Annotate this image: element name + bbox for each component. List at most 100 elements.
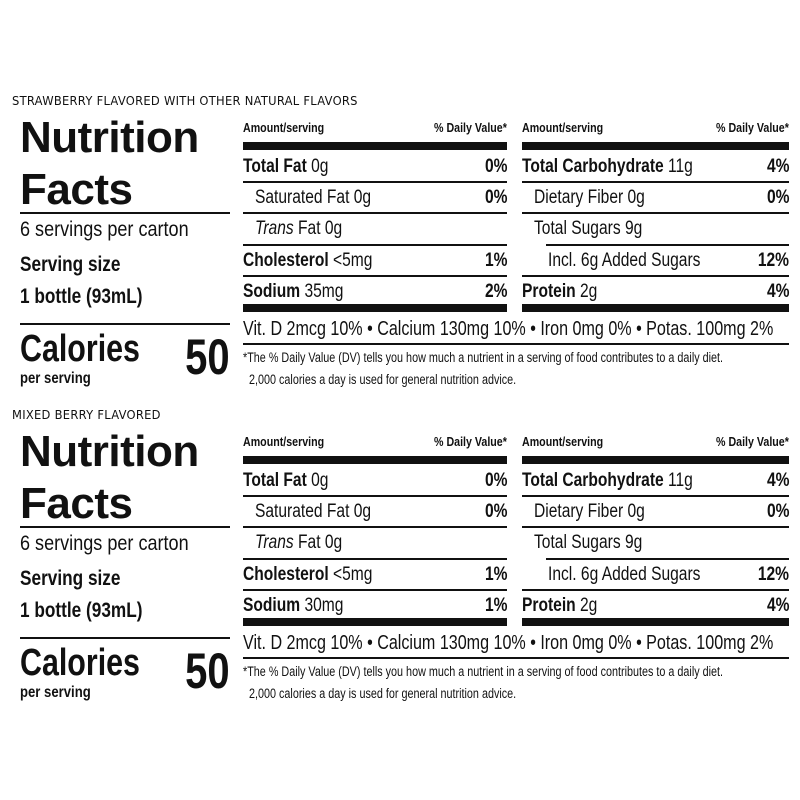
divider bbox=[243, 558, 507, 560]
divider bbox=[243, 526, 507, 528]
calories-sublabel: per serving bbox=[20, 370, 91, 387]
footnote-line1: *The % Daily Value (DV) tells you how mu… bbox=[243, 350, 724, 365]
amount-per-serving-header: Amount/serving bbox=[522, 120, 604, 135]
daily-value: 0% bbox=[484, 156, 507, 177]
label-title-line1: Nutrition bbox=[20, 427, 199, 476]
daily-value: 0% bbox=[484, 187, 507, 208]
label-title-line2: Facts bbox=[20, 165, 133, 214]
nutrient-row-total-fat: Total Fat 0g 0% bbox=[243, 156, 507, 177]
serving-size-label: Serving size bbox=[20, 567, 121, 590]
daily-value: 0% bbox=[484, 501, 507, 522]
divider bbox=[20, 323, 230, 325]
thick-divider bbox=[522, 456, 789, 464]
label-title-line2: Facts bbox=[20, 479, 133, 528]
label-title-line1: Nutrition bbox=[20, 113, 199, 162]
divider bbox=[243, 343, 789, 345]
daily-value: 4% bbox=[766, 470, 789, 491]
servings-per-container: 6 servings per carton bbox=[20, 532, 189, 555]
nutrient-row-added-sugars: Incl. 6g Added Sugars 12% bbox=[548, 250, 789, 271]
column-header: Amount/serving % Daily Value* bbox=[243, 434, 507, 452]
amount-per-serving-header: Amount/serving bbox=[243, 120, 325, 135]
daily-value-header: % Daily Value* bbox=[716, 120, 789, 135]
daily-value-header: % Daily Value* bbox=[434, 434, 507, 449]
nutrient-row-added-sugars: Incl. 6g Added Sugars 12% bbox=[548, 564, 789, 585]
divider bbox=[546, 244, 789, 246]
calories-value: 50 bbox=[185, 329, 231, 385]
divider bbox=[522, 495, 789, 497]
daily-value: 1% bbox=[484, 250, 507, 271]
daily-value: 4% bbox=[766, 281, 789, 302]
divider bbox=[243, 244, 507, 246]
daily-value-header: % Daily Value* bbox=[716, 434, 789, 449]
divider bbox=[522, 181, 789, 183]
amount-per-serving-header: Amount/serving bbox=[522, 434, 604, 449]
thick-divider bbox=[522, 142, 789, 150]
nutrient-row-protein: Protein 2g 4% bbox=[522, 595, 789, 616]
daily-value: 1% bbox=[484, 564, 507, 585]
calories-label: Calories bbox=[20, 328, 140, 370]
divider bbox=[243, 657, 789, 659]
daily-value: 4% bbox=[766, 156, 789, 177]
daily-value: 2% bbox=[484, 281, 507, 302]
nutrient-row-total-sugars: Total Sugars 9g bbox=[534, 532, 643, 553]
column-header: Amount/serving % Daily Value* bbox=[522, 120, 789, 138]
thick-divider bbox=[522, 304, 789, 312]
footnote-line2: 2,000 calories a day is used for general… bbox=[249, 372, 517, 387]
divider bbox=[243, 275, 507, 277]
footnote-line1: *The % Daily Value (DV) tells you how mu… bbox=[243, 664, 724, 679]
nutrient-row-total-carbohydrate: Total Carbohydrate 11g 4% bbox=[522, 156, 789, 177]
footnote-line2: 2,000 calories a day is used for general… bbox=[249, 686, 517, 701]
daily-value: 0% bbox=[766, 187, 789, 208]
calories-label: Calories bbox=[20, 642, 140, 684]
nutrient-row-saturated-fat: Saturated Fat 0g 0% bbox=[255, 187, 507, 208]
divider bbox=[243, 589, 507, 591]
daily-value-header: % Daily Value* bbox=[434, 120, 507, 135]
nutrient-row-total-fat: Total Fat 0g 0% bbox=[243, 470, 507, 491]
divider bbox=[522, 526, 789, 528]
divider bbox=[20, 637, 230, 639]
thick-divider bbox=[243, 142, 507, 150]
amount-per-serving-header: Amount/serving bbox=[243, 434, 325, 449]
divider bbox=[243, 212, 507, 214]
nutrient-row-total-carbohydrate: Total Carbohydrate 11g 4% bbox=[522, 470, 789, 491]
micronutrients-line: Vit. D 2mcg 10% • Calcium 130mg 10% • Ir… bbox=[243, 318, 774, 340]
column-header: Amount/serving % Daily Value* bbox=[522, 434, 789, 452]
divider bbox=[522, 275, 789, 277]
nutrient-row-cholesterol: Cholesterol <5mg 1% bbox=[243, 250, 507, 271]
nutrition-label-mixed-berry: MIXED BERRY FLAVORED Nutrition Facts 6 s… bbox=[0, 404, 800, 718]
serving-size-value: 1 bottle (93mL) bbox=[20, 285, 143, 308]
daily-value: 1% bbox=[484, 595, 507, 616]
nutrient-row-dietary-fiber: Dietary Fiber 0g 0% bbox=[534, 187, 789, 208]
daily-value: 12% bbox=[757, 250, 789, 271]
divider bbox=[20, 526, 230, 528]
nutrient-row-dietary-fiber: Dietary Fiber 0g 0% bbox=[534, 501, 789, 522]
nutrient-row-total-sugars: Total Sugars 9g bbox=[534, 218, 643, 239]
nutrition-label-strawberry: STRAWBERRY FLAVORED WITH OTHER NATURAL F… bbox=[0, 90, 800, 404]
divider bbox=[546, 558, 789, 560]
serving-size-label: Serving size bbox=[20, 253, 121, 276]
divider bbox=[243, 495, 507, 497]
nutrient-row-cholesterol: Cholesterol <5mg 1% bbox=[243, 564, 507, 585]
flavor-heading: STRAWBERRY FLAVORED WITH OTHER NATURAL F… bbox=[12, 93, 358, 108]
daily-value: 0% bbox=[484, 470, 507, 491]
nutrient-row-trans-fat: Trans Fat 0g bbox=[255, 218, 343, 239]
nutrient-row-trans-fat: Trans Fat 0g bbox=[255, 532, 343, 553]
thick-divider bbox=[243, 618, 507, 626]
daily-value: 12% bbox=[757, 564, 789, 585]
divider bbox=[522, 589, 789, 591]
divider bbox=[243, 181, 507, 183]
thick-divider bbox=[243, 304, 507, 312]
thick-divider bbox=[243, 456, 507, 464]
nutrient-row-sodium: Sodium 35mg 2% bbox=[243, 281, 507, 302]
micronutrients-line: Vit. D 2mcg 10% • Calcium 130mg 10% • Ir… bbox=[243, 632, 774, 654]
nutrient-row-saturated-fat: Saturated Fat 0g 0% bbox=[255, 501, 507, 522]
flavor-heading: MIXED BERRY FLAVORED bbox=[12, 407, 161, 422]
divider bbox=[20, 212, 230, 214]
column-header: Amount/serving % Daily Value* bbox=[243, 120, 507, 138]
nutrient-row-protein: Protein 2g 4% bbox=[522, 281, 789, 302]
nutrient-row-sodium: Sodium 30mg 1% bbox=[243, 595, 507, 616]
servings-per-container: 6 servings per carton bbox=[20, 218, 189, 241]
daily-value: 4% bbox=[766, 595, 789, 616]
calories-value: 50 bbox=[185, 643, 231, 699]
thick-divider bbox=[522, 618, 789, 626]
